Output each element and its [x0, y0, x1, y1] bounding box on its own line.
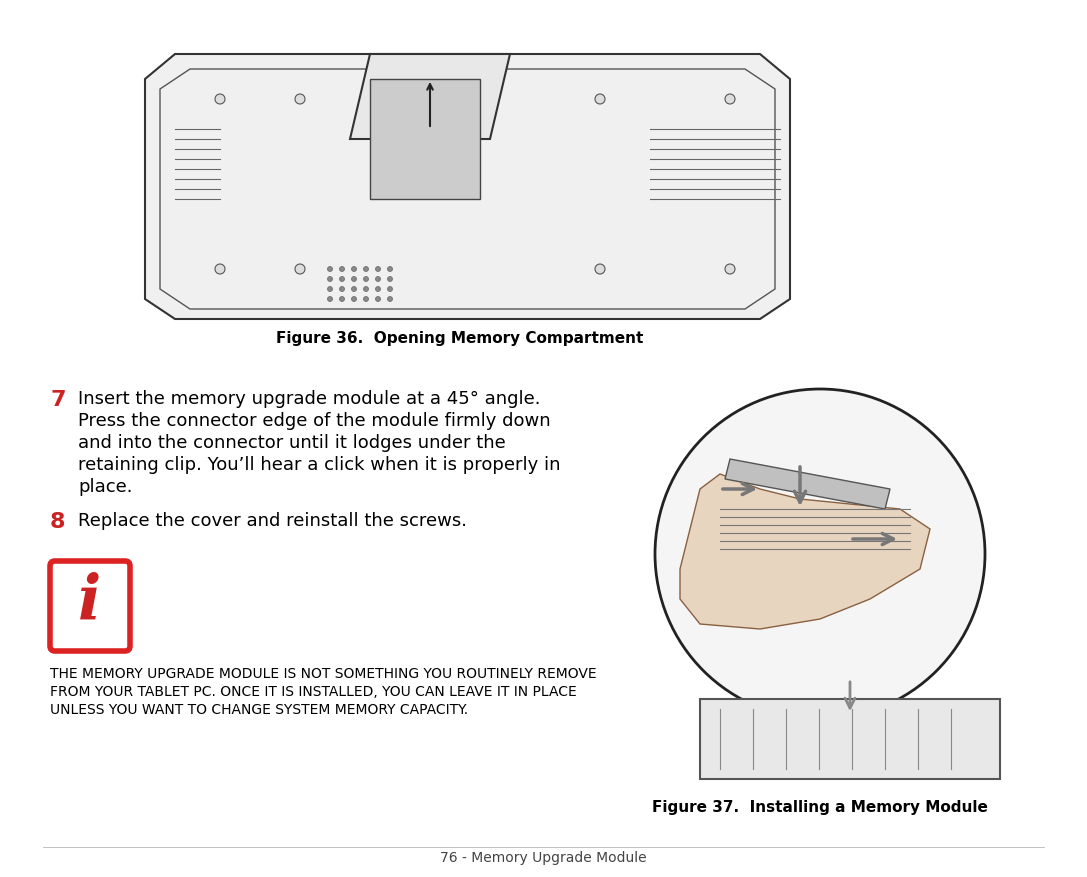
Circle shape [363, 297, 368, 303]
Circle shape [595, 265, 605, 275]
Text: Insert the memory upgrade module at a 45° angle.: Insert the memory upgrade module at a 45… [78, 389, 540, 408]
Circle shape [375, 277, 380, 282]
Circle shape [327, 287, 333, 292]
Polygon shape [790, 699, 865, 719]
Text: 7: 7 [50, 389, 65, 410]
Circle shape [387, 277, 392, 282]
Circle shape [351, 267, 357, 272]
Circle shape [295, 95, 305, 105]
Circle shape [327, 267, 333, 272]
Circle shape [595, 95, 605, 105]
Text: place.: place. [78, 477, 133, 496]
Text: THE MEMORY UPGRADE MODULE IS NOT SOMETHING YOU ROUTINELY REMOVE: THE MEMORY UPGRADE MODULE IS NOT SOMETHI… [50, 667, 597, 681]
Text: FROM YOUR TABLET PC. ONCE IT IS INSTALLED, YOU CAN LEAVE IT IN PLACE: FROM YOUR TABLET PC. ONCE IT IS INSTALLE… [50, 684, 577, 698]
Circle shape [375, 267, 380, 272]
Circle shape [375, 287, 380, 292]
Text: and into the connector until it lodges under the: and into the connector until it lodges u… [78, 433, 505, 452]
Polygon shape [725, 460, 890, 510]
Text: UNLESS YOU WANT TO CHANGE SYSTEM MEMORY CAPACITY.: UNLESS YOU WANT TO CHANGE SYSTEM MEMORY … [50, 702, 468, 717]
Polygon shape [370, 80, 480, 200]
Bar [700, 699, 1000, 779]
Circle shape [363, 277, 368, 282]
Circle shape [339, 277, 345, 282]
Circle shape [215, 95, 225, 105]
Circle shape [351, 297, 357, 303]
Text: Figure 37.  Installing a Memory Module: Figure 37. Installing a Memory Module [652, 799, 988, 814]
Circle shape [215, 265, 225, 275]
Circle shape [339, 287, 345, 292]
Circle shape [387, 267, 392, 272]
Circle shape [363, 267, 368, 272]
Circle shape [339, 297, 345, 303]
Text: 8: 8 [50, 511, 65, 531]
Circle shape [387, 297, 392, 303]
Circle shape [363, 287, 368, 292]
Circle shape [327, 297, 333, 303]
Text: retaining clip. You’ll hear a click when it is properly in: retaining clip. You’ll hear a click when… [78, 455, 561, 474]
Circle shape [351, 277, 357, 282]
Text: Replace the cover and reinstall the screws.: Replace the cover and reinstall the scre… [78, 511, 467, 530]
Polygon shape [350, 55, 510, 139]
Circle shape [387, 287, 392, 292]
Text: i: i [78, 571, 101, 631]
Circle shape [375, 297, 380, 303]
Circle shape [295, 265, 305, 275]
Text: 76 - Memory Upgrade Module: 76 - Memory Upgrade Module [439, 850, 647, 864]
Circle shape [655, 389, 985, 719]
Circle shape [725, 265, 735, 275]
Circle shape [351, 287, 357, 292]
Polygon shape [145, 55, 790, 319]
Circle shape [725, 95, 735, 105]
Circle shape [339, 267, 345, 272]
Circle shape [327, 277, 333, 282]
Text: Figure 36.  Opening Memory Compartment: Figure 36. Opening Memory Compartment [276, 330, 644, 346]
FancyBboxPatch shape [50, 561, 130, 652]
Polygon shape [680, 474, 930, 630]
Text: Press the connector edge of the module firmly down: Press the connector edge of the module f… [78, 411, 551, 430]
